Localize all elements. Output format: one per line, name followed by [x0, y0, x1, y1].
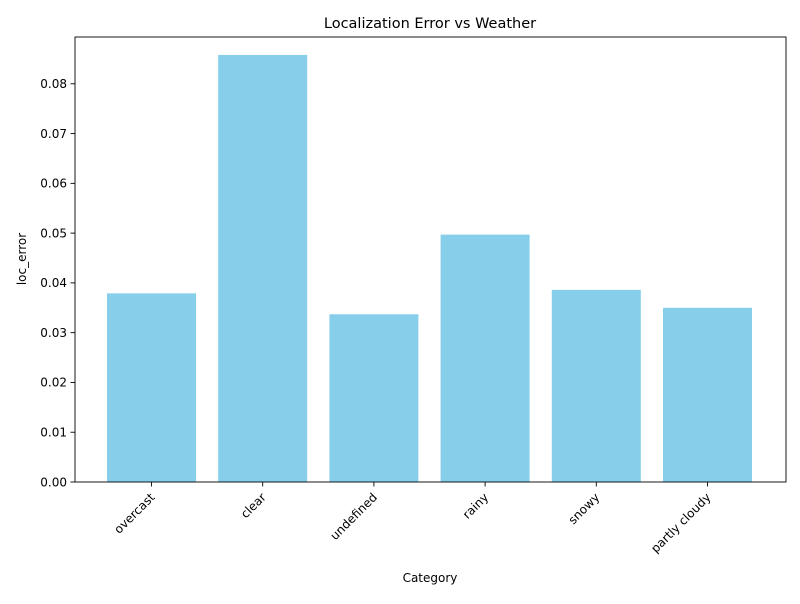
bar-rainy [440, 234, 530, 482]
y-tick-label: 0.03 [40, 326, 67, 340]
y-axis-label: loc_error [15, 233, 29, 285]
plot-frame [74, 36, 787, 483]
y-tick-label: 0.04 [40, 276, 67, 290]
bar-undefined [329, 314, 419, 482]
y-tick-label: 0.08 [40, 77, 67, 91]
x-axis-ticks: overcast clear undefined rainy snowy partly c… [111, 482, 714, 556]
y-tick-label: 0.01 [40, 426, 67, 440]
bar-partly-cloudy [663, 307, 752, 482]
bars-group [107, 54, 752, 482]
x-tick-label: snowy [566, 490, 603, 527]
y-axis-ticks: 0.00 0.01 0.02 0.03 0.04 0.05 0.06 0.07 0.08 [40, 77, 75, 489]
x-tick-label: clear [238, 490, 269, 521]
y-tick-label: 0.06 [40, 177, 67, 191]
y-tick-label: 0.02 [40, 376, 67, 390]
y-tick-label: 0.07 [40, 127, 67, 141]
bar-snowy [551, 289, 641, 482]
x-tick-label: undefined [327, 490, 380, 543]
y-tick-label: 0.00 [40, 475, 67, 489]
x-axis-label: Category [403, 571, 458, 585]
x-tick-label: rainy [460, 490, 491, 521]
bar-overcast [107, 293, 196, 482]
y-tick-label: 0.05 [40, 226, 67, 240]
axes-frame [74, 36, 787, 483]
x-tick-label: overcast [111, 490, 157, 536]
bar-clear [218, 54, 308, 482]
x-tick-label: partly cloudy [648, 490, 713, 555]
chart-title: Localization Error vs Weather [324, 16, 536, 32]
